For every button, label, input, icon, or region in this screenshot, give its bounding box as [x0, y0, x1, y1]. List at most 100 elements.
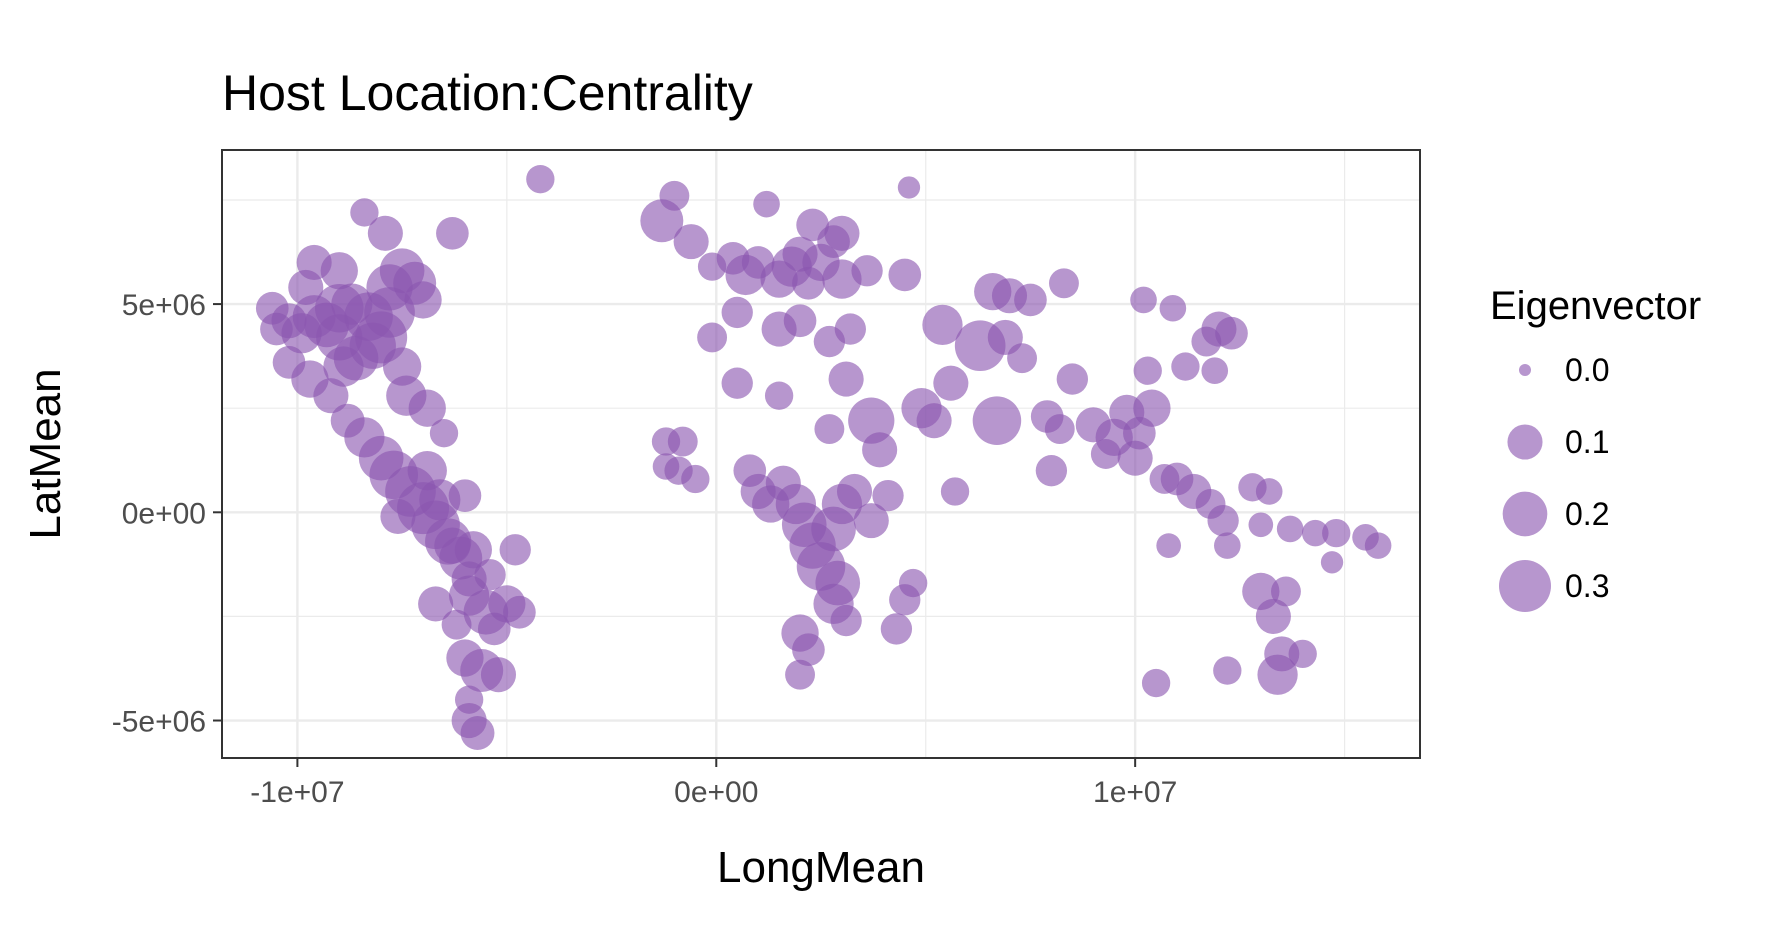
data-point: [1301, 519, 1329, 547]
data-point: [783, 304, 817, 338]
data-point: [1207, 504, 1239, 537]
data-point: [419, 479, 461, 521]
data-point: [922, 304, 963, 346]
legend-key: [1519, 364, 1531, 376]
data-point: [697, 322, 728, 353]
data-point: [418, 586, 454, 622]
data-point: [474, 559, 506, 591]
x-axis: -1e+07 0e+00 1e+07: [250, 758, 1177, 809]
y-tick-label: 5e+06: [122, 289, 206, 322]
data-point: [972, 396, 1022, 445]
data-point: [367, 215, 403, 251]
data-point: [1007, 343, 1038, 374]
data-point: [880, 613, 913, 645]
data-point: [764, 381, 794, 410]
data-point: [480, 657, 517, 693]
data-point: [659, 180, 690, 211]
data-point: [1117, 440, 1153, 476]
data-point: [434, 527, 471, 564]
legend-label: 0.0: [1565, 352, 1609, 388]
data-point: [1171, 352, 1200, 381]
data-point: [853, 503, 889, 539]
data-point: [872, 479, 904, 512]
data-point: [477, 612, 511, 646]
data-point: [1288, 639, 1317, 669]
data-point: [255, 291, 289, 325]
data-point: [836, 473, 873, 510]
data-point: [499, 534, 531, 566]
legend-label: 0.3: [1565, 568, 1609, 604]
data-point: [1044, 414, 1075, 444]
data-point: [1276, 515, 1304, 543]
data-point: [933, 365, 969, 401]
data-point: [862, 432, 898, 468]
y-tick-label: 0e+00: [122, 497, 206, 530]
data-point: [1130, 286, 1157, 314]
data-point: [830, 604, 862, 637]
legend-key: [1499, 560, 1551, 612]
data-point: [1255, 478, 1283, 505]
data-point: [1014, 283, 1047, 317]
plot-border: [221, 149, 1421, 759]
data-point: [441, 609, 472, 640]
data-point: [313, 378, 349, 414]
data-point: [785, 659, 816, 690]
data-point: [1141, 668, 1171, 698]
data-point: [1090, 439, 1121, 469]
data-point: [350, 198, 379, 227]
data-point: [1214, 532, 1241, 559]
data-point: [848, 397, 895, 444]
data-point: [429, 419, 459, 448]
legend-key: [1507, 424, 1543, 460]
data-point: [796, 208, 829, 242]
data-point: [1364, 532, 1392, 559]
data-point: [1255, 598, 1291, 634]
data-point: [1322, 518, 1351, 548]
data-point: [454, 685, 484, 714]
data-point: [315, 283, 364, 333]
data-point: [721, 296, 753, 329]
legend: Eigenvector 0.0 0.1 0.2 0.3: [1490, 284, 1701, 612]
data-point: [721, 367, 753, 399]
legend-label: 0.1: [1565, 424, 1609, 460]
x-axis-title: LongMean: [717, 843, 925, 892]
data-point: [460, 716, 495, 750]
data-point: [1271, 576, 1301, 607]
data-point: [503, 595, 536, 629]
data-point: [834, 313, 866, 345]
chart-title: Host Location:Centrality: [222, 65, 753, 121]
data-point: [888, 258, 922, 292]
data-point: [889, 584, 921, 616]
data-point: [1257, 654, 1298, 695]
data-point: [1056, 363, 1088, 395]
data-point: [916, 403, 952, 439]
data-point: [940, 477, 970, 506]
data-point: [380, 498, 416, 535]
data-point: [792, 633, 825, 667]
x-tick-label: 0e+00: [674, 776, 758, 809]
legend-label: 0.2: [1565, 496, 1609, 532]
data-point: [320, 252, 358, 290]
data-point: [1133, 389, 1171, 427]
data-point: [288, 269, 324, 305]
data-point: [382, 347, 422, 386]
data-points: [255, 164, 1392, 750]
data-point: [814, 414, 845, 444]
data-point: [828, 361, 864, 397]
data-point: [436, 216, 469, 250]
data-point: [667, 426, 698, 457]
data-point: [824, 215, 860, 251]
data-point: [1320, 551, 1344, 574]
data-point: [851, 255, 883, 287]
legend-key: [1502, 491, 1548, 537]
data-point: [1049, 268, 1079, 299]
data-point: [408, 389, 446, 427]
y-axis: -5e+06 0e+00 5e+06: [112, 289, 222, 739]
data-point: [681, 464, 710, 494]
data-point: [1156, 533, 1181, 558]
legend-title: Eigenvector: [1490, 284, 1701, 328]
data-point: [753, 190, 780, 218]
data-point: [673, 224, 709, 260]
y-tick-label: -5e+06: [112, 706, 206, 739]
data-point: [323, 346, 364, 387]
